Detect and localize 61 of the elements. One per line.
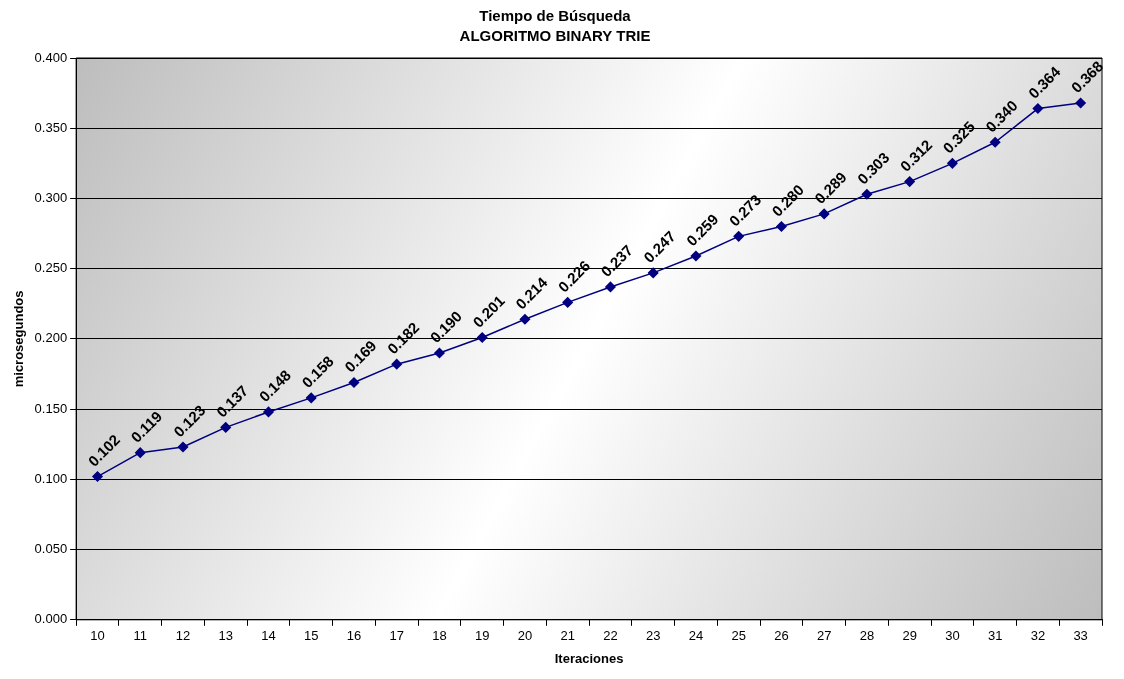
chart-title: Tiempo de Búsqueda	[479, 7, 632, 25]
point	[177, 441, 189, 453]
chart-subtitle: ALGORITMO BINARY TRIE	[459, 27, 651, 45]
x-tick-label: 17	[389, 628, 404, 644]
point	[220, 422, 231, 433]
x-tick-label: 15	[303, 628, 319, 644]
point	[476, 332, 488, 343]
point	[989, 137, 1001, 148]
x-tick-label: 13	[218, 628, 233, 644]
x-tick-label: 33	[1073, 628, 1088, 644]
point	[904, 176, 915, 187]
y-axis-title: microsegundos	[11, 290, 27, 388]
point	[861, 188, 873, 200]
point	[1032, 103, 1044, 114]
x-tick-label: 11	[133, 628, 147, 644]
x-tick-label: 24	[688, 628, 704, 644]
x-tick-label: 26	[774, 628, 789, 644]
y-tick-label: 0.100	[34, 470, 68, 486]
x-tick-label: 23	[645, 628, 661, 644]
point	[647, 267, 659, 279]
point	[733, 231, 744, 242]
x-tick-label: 27	[816, 628, 832, 644]
point	[605, 281, 616, 293]
x-tick-label: 25	[731, 628, 746, 644]
x-tick-label: 14	[261, 628, 276, 644]
x-tick-label: 22	[603, 628, 618, 644]
y-tick-label: 0.000	[34, 611, 68, 627]
y-tick-label: 0.300	[34, 190, 68, 206]
y-tick-label: 0.350	[34, 119, 68, 135]
x-tick-label: 12	[175, 628, 191, 644]
x-tick-label: 10	[90, 628, 105, 644]
x-tick-label: 29	[902, 628, 917, 644]
point	[947, 158, 958, 169]
y-tick-label: 0.050	[34, 541, 68, 557]
x-tick-label: 30	[945, 628, 960, 644]
point	[690, 250, 702, 262]
x-tick-label: 20	[517, 628, 533, 644]
x-tick-label: 31	[987, 628, 1003, 644]
x-tick-label: 18	[432, 628, 447, 644]
point	[519, 313, 531, 325]
y-tick-label: 0.250	[34, 260, 68, 276]
point	[562, 297, 573, 308]
point	[1075, 97, 1086, 109]
y-tick-label: 0.400	[34, 49, 68, 65]
point	[776, 221, 787, 232]
point	[434, 347, 445, 359]
point	[92, 471, 103, 482]
x-tick-label: 21	[560, 628, 575, 644]
point	[818, 208, 830, 220]
x-tick-label: 28	[859, 628, 875, 644]
x-axis-title: Iteraciones	[554, 650, 624, 666]
point	[348, 377, 360, 388]
point	[305, 392, 317, 404]
x-tick-label: 16	[346, 628, 362, 644]
point	[135, 447, 146, 458]
y-tick-label: 0.150	[34, 400, 68, 416]
y-tick-label: 0.200	[34, 330, 68, 346]
point	[391, 358, 402, 370]
x-tick-label: 19	[474, 628, 490, 644]
x-tick-label: 32	[1030, 628, 1046, 644]
point	[263, 406, 274, 418]
